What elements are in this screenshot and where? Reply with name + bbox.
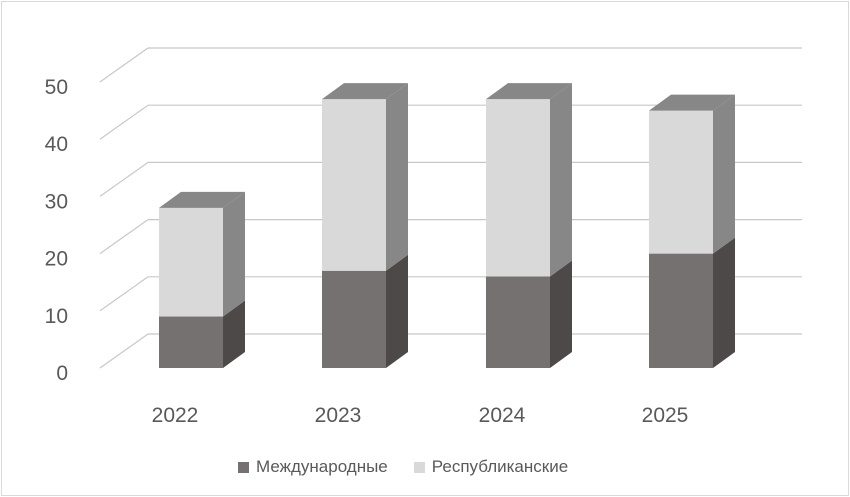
x-category-label: 2025 (642, 404, 689, 427)
legend: Международные Республиканские (238, 457, 594, 477)
x-category-label: 2024 (479, 404, 526, 427)
bar-side (386, 254, 408, 368)
bar-side (550, 83, 572, 277)
gridline-side (99, 104, 149, 140)
bar-side (386, 83, 408, 271)
gridline-side (99, 161, 149, 197)
bar-segment (486, 260, 572, 368)
legend-swatch (413, 461, 425, 473)
bar-side (223, 300, 245, 368)
x-category-label: 2023 (315, 404, 362, 427)
bar-segment (649, 237, 735, 368)
bar-top (486, 83, 572, 100)
bar-front (159, 316, 223, 368)
bar-segment (486, 83, 572, 277)
bar-segment (322, 83, 408, 271)
legend-label: Республиканские (431, 457, 569, 476)
bar-front (649, 253, 713, 368)
bar-front (322, 270, 386, 368)
gridline-side (99, 276, 149, 312)
bar-side (713, 237, 735, 368)
bar-segment (159, 191, 245, 317)
bar-segment (159, 300, 245, 368)
bar-front (486, 99, 550, 277)
gridline-side (99, 333, 149, 369)
x-category-label: 2022 (152, 404, 199, 427)
gridline-side (99, 47, 149, 83)
legend-swatch (238, 461, 249, 473)
bars (159, 83, 735, 368)
bar-side (550, 260, 572, 368)
legend-label: Международные (256, 457, 388, 476)
y-tick-label: 10 (45, 305, 68, 328)
y-tick-label: 50 (45, 76, 68, 99)
gridline-side (99, 219, 149, 255)
bar-segment (322, 254, 408, 368)
bar-front (486, 276, 550, 368)
bar-front (159, 207, 223, 317)
bar-top (159, 191, 245, 208)
y-tick-label: 30 (45, 190, 68, 213)
bar-front (649, 110, 713, 254)
y-tick-label: 40 (45, 133, 68, 156)
x-axis-category-labels: 2022 2023 2024 2025 (152, 404, 689, 427)
bar-front (322, 99, 386, 271)
legend-item: Международные (238, 457, 388, 477)
bar-segment (649, 94, 735, 254)
bar-side (713, 94, 735, 254)
legend-item: Республиканские (413, 457, 569, 477)
y-tick-label: 20 (45, 248, 68, 271)
y-axis-tick-labels: 0 10 20 30 40 50 (45, 76, 68, 385)
bar-top (322, 83, 408, 100)
bar-top (649, 94, 735, 111)
bar-side (223, 191, 245, 317)
y-tick-label: 0 (56, 362, 68, 385)
